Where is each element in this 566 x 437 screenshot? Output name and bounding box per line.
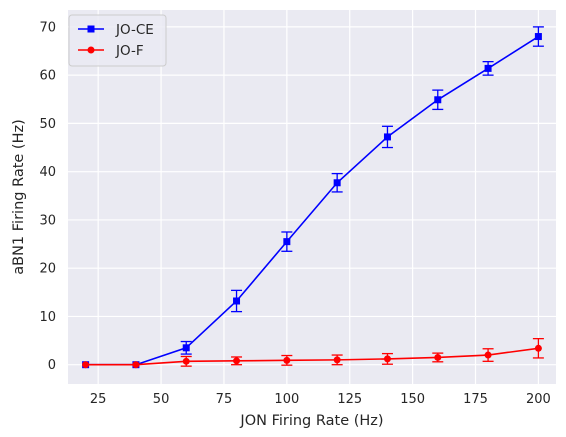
data-point bbox=[233, 297, 241, 305]
legend-label-jo-ce: JO-CE bbox=[115, 22, 154, 38]
x-tick-label: 50 bbox=[153, 392, 170, 407]
data-point bbox=[82, 361, 90, 369]
x-tick-label: 200 bbox=[526, 392, 551, 407]
legend-marker-jo-ce bbox=[87, 25, 95, 33]
data-point bbox=[233, 357, 241, 365]
data-point bbox=[534, 344, 542, 352]
y-tick-label: 60 bbox=[39, 69, 56, 84]
data-point bbox=[283, 238, 291, 246]
series-line-jo-ce bbox=[85, 35, 539, 366]
x-tick-label: 75 bbox=[216, 392, 233, 407]
y-tick-label: 30 bbox=[39, 213, 56, 228]
y-tick-label: 0 bbox=[48, 358, 56, 373]
data-point bbox=[383, 355, 391, 363]
series-layer bbox=[82, 26, 544, 369]
plot-area bbox=[68, 10, 556, 384]
x-tick-label: 125 bbox=[337, 392, 362, 407]
x-tick-label: 100 bbox=[274, 392, 299, 407]
y-tick-label: 40 bbox=[39, 165, 56, 180]
legend: JO-CE JO-F bbox=[68, 14, 167, 67]
data-point bbox=[182, 344, 190, 352]
series-line-jo-f bbox=[85, 347, 539, 366]
data-point bbox=[383, 133, 391, 141]
x-tick-label: 25 bbox=[90, 392, 107, 407]
data-point bbox=[182, 357, 190, 365]
data-point bbox=[333, 179, 341, 187]
y-tick-label: 10 bbox=[39, 310, 56, 325]
legend-label-jo-f: JO-F bbox=[115, 43, 144, 59]
y-axis-ticks: 0 10 20 30 40 50 60 70 bbox=[39, 20, 56, 373]
data-point bbox=[283, 356, 291, 364]
x-tick-label: 150 bbox=[400, 392, 425, 407]
x-tick-label: 175 bbox=[463, 392, 488, 407]
x-axis-ticks: 25 50 75 100 125 150 175 200 bbox=[90, 392, 551, 407]
data-point bbox=[434, 353, 442, 361]
y-axis-label: aBN1 Firing Rate (Hz) bbox=[11, 119, 27, 275]
grid bbox=[68, 10, 556, 384]
series-jo-ce bbox=[82, 26, 544, 369]
data-point bbox=[333, 356, 341, 364]
data-point bbox=[132, 361, 140, 369]
data-point bbox=[434, 96, 442, 104]
y-tick-label: 20 bbox=[39, 262, 56, 277]
y-tick-label: 70 bbox=[39, 20, 56, 35]
data-point bbox=[534, 33, 542, 41]
series-jo-f bbox=[82, 337, 544, 369]
data-point bbox=[484, 351, 492, 359]
data-point bbox=[484, 64, 492, 72]
x-axis-label: JON Firing Rate (Hz) bbox=[239, 413, 383, 429]
legend-marker-jo-f bbox=[87, 46, 95, 54]
y-tick-label: 50 bbox=[39, 117, 56, 132]
